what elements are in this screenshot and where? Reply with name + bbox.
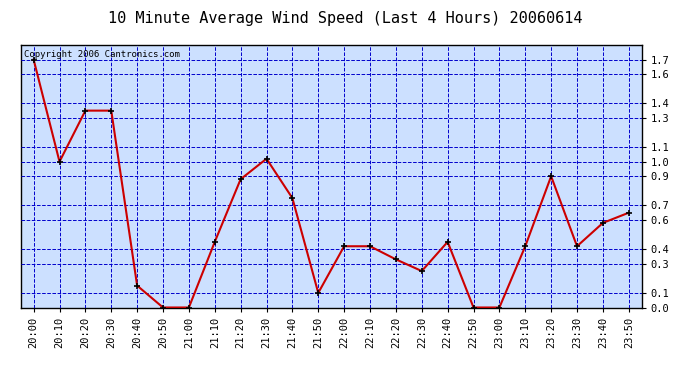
Text: Copyright 2006 Cantronics.com: Copyright 2006 Cantronics.com [23,50,179,59]
Text: 10 Minute Average Wind Speed (Last 4 Hours) 20060614: 10 Minute Average Wind Speed (Last 4 Hou… [108,11,582,26]
